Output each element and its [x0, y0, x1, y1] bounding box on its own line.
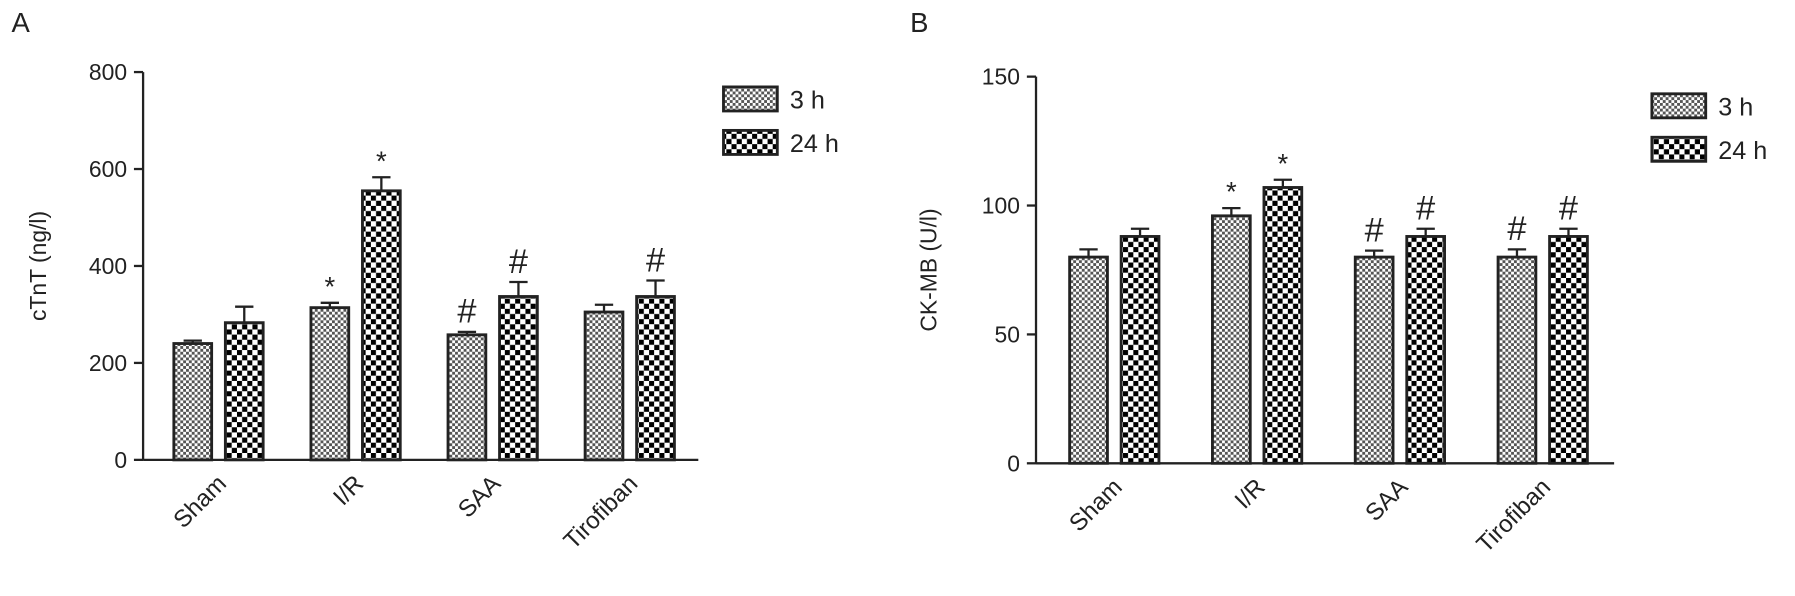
legend-label: 24 h [1718, 137, 1767, 165]
y-tick-label: 50 [995, 321, 1020, 347]
significance-mark: * [324, 271, 335, 302]
legend-label: 3 h [790, 87, 825, 115]
significance-mark: # [1559, 190, 1578, 228]
x-tick-label: SAA [1360, 474, 1413, 527]
significance-mark: # [1507, 210, 1526, 248]
significance-mark: # [1416, 190, 1435, 228]
bar [498, 295, 539, 462]
significance-mark: * [376, 145, 387, 176]
x-tick-label: Sham [1064, 474, 1127, 537]
bar [361, 189, 402, 462]
x-tick-label: SAA [453, 470, 506, 523]
x-tick-label: I/R [328, 470, 369, 511]
bar [223, 321, 265, 462]
y-tick-label: 0 [1007, 450, 1020, 476]
y-tick-label: 200 [89, 350, 127, 376]
bar [446, 333, 488, 462]
y-axis-label: CK-MB (U/l) [915, 208, 941, 331]
x-tick-label: Tirofiban [1472, 474, 1557, 559]
x-tick-label: I/R [1230, 474, 1271, 515]
bar [309, 306, 351, 462]
y-tick-label: 800 [89, 59, 127, 85]
bar [635, 295, 676, 462]
x-tick-label: Sham [168, 470, 231, 533]
x-tick-label: Tirofiban [559, 470, 644, 555]
significance-mark: # [457, 293, 476, 331]
y-axis-label: cTnT (ng/l) [25, 211, 51, 321]
y-tick-label: 600 [89, 156, 127, 182]
bar [1548, 235, 1589, 465]
y-tick-label: 400 [89, 253, 127, 279]
legend-swatch [722, 128, 779, 156]
bar [1068, 255, 1109, 465]
legend-label: 24 h [790, 130, 839, 158]
y-tick-label: 100 [982, 193, 1020, 219]
bar [1496, 255, 1538, 465]
bar [1353, 255, 1395, 465]
significance-mark: * [1226, 176, 1237, 207]
panel-label: B [910, 7, 928, 38]
legend-swatch [1650, 92, 1708, 120]
significance-mark: * [1278, 148, 1289, 179]
panel-label: A [11, 7, 30, 38]
legend-swatch [1650, 135, 1708, 163]
bar [1211, 214, 1252, 465]
legend-swatch [722, 85, 779, 113]
y-tick-label: 0 [114, 447, 127, 473]
bar [1262, 186, 1304, 465]
significance-mark: # [509, 243, 528, 281]
bar [583, 310, 625, 462]
y-tick-label: 150 [982, 64, 1020, 90]
significance-mark: # [1365, 211, 1384, 249]
bar [172, 342, 214, 462]
legend-label: 3 h [1718, 94, 1753, 122]
significance-mark: # [646, 241, 665, 279]
bar [1119, 235, 1161, 465]
bar [1405, 235, 1446, 465]
